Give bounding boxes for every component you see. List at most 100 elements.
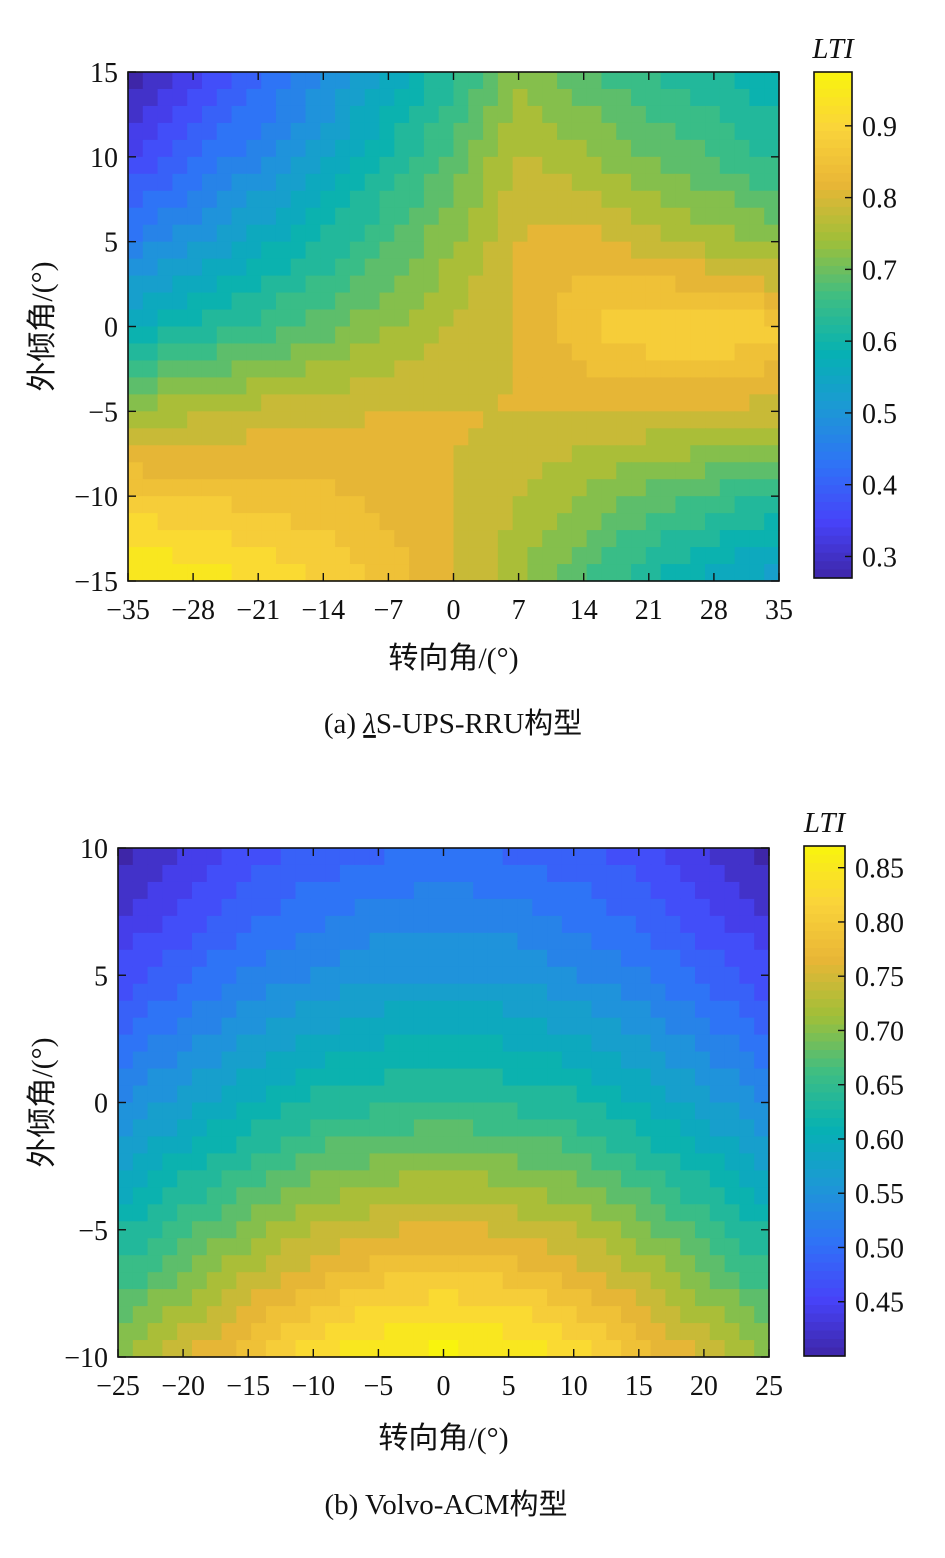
contour-cell: [621, 1323, 637, 1341]
contour-cell: [650, 1306, 667, 1324]
contour-cell: [532, 848, 548, 866]
contour-cell: [705, 88, 721, 107]
contour-cell: [591, 1306, 607, 1324]
contour-cell: [443, 864, 459, 883]
contour-cell: [764, 326, 780, 345]
contour-cell: [739, 881, 755, 900]
contour-cell: [517, 1136, 533, 1154]
contour-cell: [246, 479, 262, 497]
contour-cell: [586, 547, 603, 565]
contour-cell: [251, 966, 267, 985]
contour-cell: [591, 1221, 607, 1239]
contour-cell: [201, 530, 218, 548]
contour-cell: [187, 462, 203, 480]
contour-cell: [645, 241, 662, 260]
contour-cell: [502, 949, 519, 968]
contour-cell: [719, 513, 736, 531]
contour-cell: [517, 1153, 533, 1171]
colorbar-segment: [814, 400, 852, 410]
contour-cell: [517, 881, 533, 900]
contour-cell: [438, 326, 455, 345]
contour-cell: [512, 190, 529, 209]
contour-cell: [675, 105, 691, 124]
contour-cell: [201, 496, 218, 514]
contour-cell: [349, 241, 366, 260]
contour-cell: [369, 1340, 385, 1358]
colorbar-segment: [804, 1041, 845, 1051]
contour-chart-b: −25 −20 −15 −10 −5 0 5 10 15 20 251050−5−10转向角/(°)…: [26, 807, 904, 1521]
contour-cell: [483, 72, 499, 90]
contour-cell: [118, 1187, 134, 1205]
contour-cell: [680, 1272, 696, 1290]
contour-cell: [532, 1306, 548, 1324]
contour-cell: [468, 394, 484, 412]
contour-cell: [236, 898, 252, 917]
contour-cell: [369, 1119, 385, 1138]
contour-cell: [201, 122, 218, 141]
contour-cell: [473, 848, 489, 866]
contour-cell: [764, 173, 780, 192]
contour-cell: [236, 966, 252, 985]
contour-cell: [305, 343, 321, 362]
contour-cell: [616, 326, 632, 345]
contour-cell: [147, 1187, 163, 1205]
contour-cell: [591, 932, 607, 951]
contour-cell: [187, 241, 203, 260]
contour-cell: [571, 428, 588, 446]
contour-cell: [275, 496, 292, 514]
contour-cell: [201, 156, 218, 175]
contour-cell: [601, 292, 617, 311]
contour-cell: [339, 1238, 356, 1256]
contour-cell: [675, 207, 691, 226]
contour-cell: [142, 72, 159, 90]
contour-cell: [394, 394, 410, 412]
contour-cell: [438, 122, 455, 141]
contour-cell: [635, 1306, 652, 1324]
contour-cell: [453, 224, 469, 243]
colorbar-segment: [804, 897, 845, 907]
contour-cell: [325, 1238, 341, 1256]
contour-cell: [749, 275, 765, 294]
contour-cell: [399, 1323, 415, 1341]
contour-cell: [660, 275, 677, 294]
contour-cell: [177, 1272, 193, 1290]
contour-cell: [201, 445, 218, 463]
contour-cell: [487, 1187, 504, 1205]
contour-chart-a: −35 −28 −21 −14 −7 0 7 14 21 28 35151050−5−10−15转向…: [26, 33, 897, 740]
contour-cell: [147, 1170, 163, 1188]
contour-cell: [177, 1153, 193, 1171]
contour-cell: [261, 462, 277, 480]
contour-cell: [734, 479, 751, 497]
contour-cell: [675, 275, 691, 294]
contour-cell: [645, 394, 662, 412]
contour-cell: [246, 360, 262, 378]
colorbar-tick-label: 0.70: [855, 1016, 904, 1047]
contour-cell: [394, 190, 410, 209]
contour-cell: [542, 72, 558, 90]
contour-cell: [310, 983, 326, 1002]
contour-cell: [369, 1068, 385, 1087]
contour-cell: [290, 139, 307, 158]
contour-cell: [631, 547, 647, 565]
contour-cell: [635, 1238, 652, 1256]
x-tick-label: −15: [226, 1371, 270, 1402]
contour-cell: [132, 1170, 149, 1188]
contour-cell: [290, 377, 307, 395]
contour-cell: [527, 360, 543, 378]
contour-cell: [719, 309, 736, 328]
contour-cell: [187, 88, 203, 107]
contour-cell: [379, 411, 395, 429]
contour-cell: [665, 915, 681, 934]
contour-cell: [557, 445, 573, 463]
contour-cell: [409, 122, 425, 141]
contour-cell: [458, 881, 474, 900]
contour-cell: [532, 1187, 548, 1205]
contour-cell: [206, 1136, 223, 1154]
contour-cell: [369, 1017, 385, 1036]
contour-cell: [517, 1085, 533, 1104]
contour-cell: [118, 1238, 134, 1256]
contour-cell: [261, 309, 277, 328]
contour-cell: [453, 360, 469, 378]
contour-cell: [458, 1153, 474, 1171]
contour-cell: [339, 881, 356, 900]
